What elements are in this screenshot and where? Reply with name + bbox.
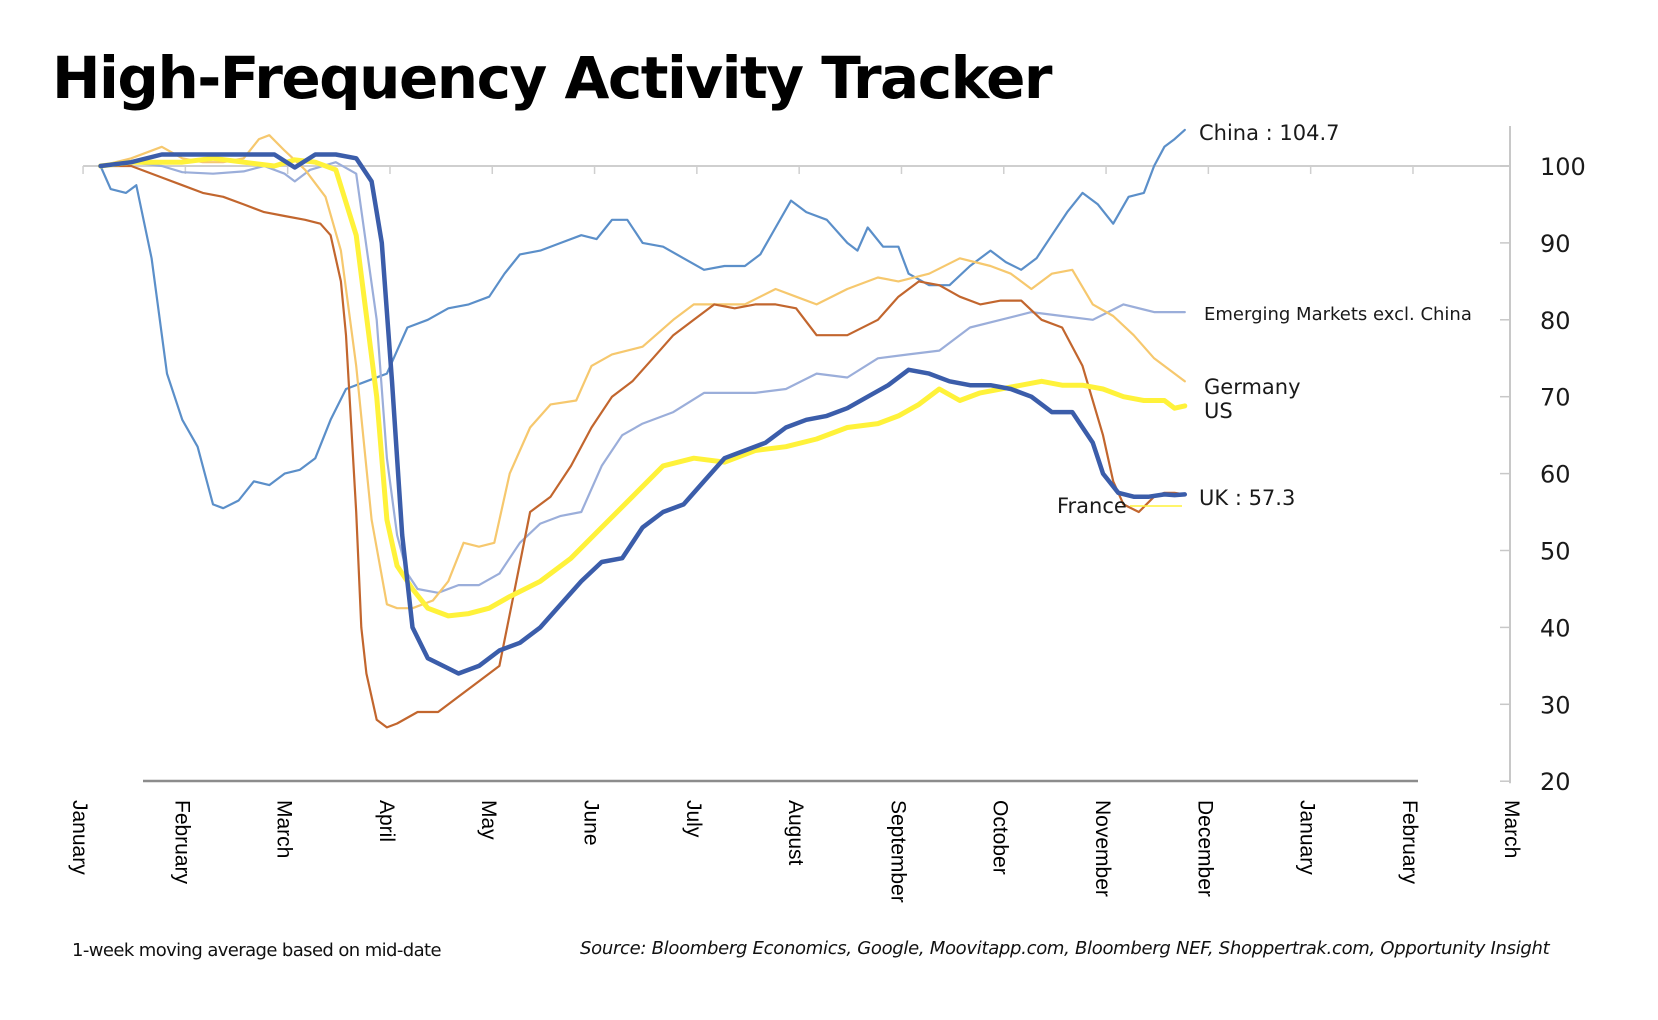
series-label-germany: Germany xyxy=(1204,375,1301,399)
x-tick-label: May xyxy=(477,800,500,840)
series-line-uk xyxy=(98,152,1188,676)
chart-title: High-Frequency Activity Tracker xyxy=(52,44,1053,112)
series-label-uk: UK : 57.3 xyxy=(1199,486,1295,510)
x-tick-label: February xyxy=(170,800,193,885)
x-tick-label: February xyxy=(1398,800,1421,885)
x-tick-label: March xyxy=(1500,800,1523,858)
series-label-france: France xyxy=(1057,494,1127,518)
axes: 20 30 40 50 60 70 80 90 100 January February March A… xyxy=(68,126,1586,903)
series-labels: China : 104.7 Emerging Markets excl. Chi… xyxy=(1057,121,1472,518)
y-tick-label: 80 xyxy=(1540,307,1571,335)
x-tick-label: March xyxy=(273,800,296,858)
y-tick-label: 40 xyxy=(1540,614,1571,642)
y-tick-label: 100 xyxy=(1540,153,1586,181)
y-tick-label: 60 xyxy=(1540,461,1571,489)
x-tick-label: November xyxy=(1091,800,1114,897)
series-line-france xyxy=(99,164,1186,729)
series-label-china: China : 104.7 xyxy=(1199,121,1340,145)
series-line-emerging-markets-excl-china xyxy=(99,161,1186,594)
x-tick-label: September xyxy=(886,800,909,903)
y-tick-label: 20 xyxy=(1540,768,1571,796)
series-line-us xyxy=(98,155,1188,619)
x-tick-label: August xyxy=(784,800,807,866)
x-tick-label: October xyxy=(989,800,1012,875)
x-tick-label: July xyxy=(682,800,705,838)
series-line-china xyxy=(99,128,1186,510)
series-label-us: US xyxy=(1204,399,1233,423)
footnote: 1-week moving average based on mid-date xyxy=(72,940,442,961)
source-note: Source: Bloomberg Economics, Google, Moo… xyxy=(580,938,1550,959)
series-line-germany xyxy=(99,134,1186,610)
y-tick-label: 70 xyxy=(1540,384,1571,412)
y-tick-label: 50 xyxy=(1540,538,1571,566)
x-tick-label: April xyxy=(375,800,398,842)
x-tick-label: December xyxy=(1193,800,1216,897)
series-label-em: Emerging Markets excl. China xyxy=(1204,304,1472,325)
y-tick-label: 90 xyxy=(1540,230,1571,258)
y-tick-label: 30 xyxy=(1540,691,1571,719)
x-tick-label: June xyxy=(580,800,603,846)
x-tick-label: January xyxy=(68,800,91,875)
series-lines xyxy=(98,128,1188,729)
x-tick-label: January xyxy=(1296,800,1319,875)
